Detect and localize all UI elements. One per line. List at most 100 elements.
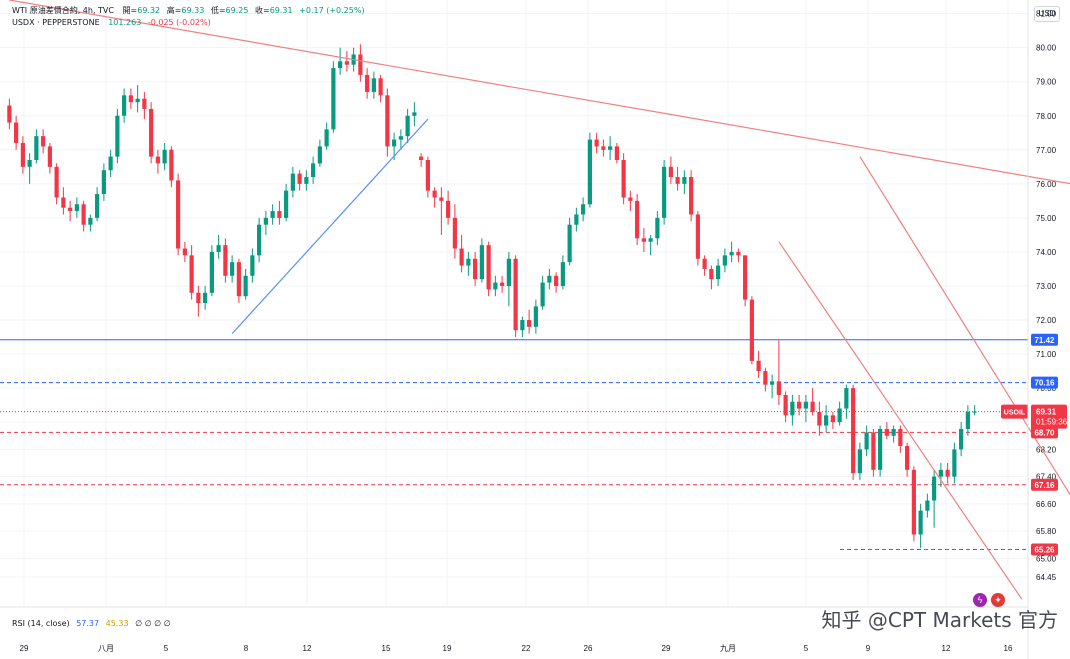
trendline-down[interactable] [9, 0, 1070, 197]
candle-body [554, 275, 559, 286]
candle-body [560, 262, 565, 286]
candle-body [668, 166, 673, 178]
candle-body [574, 214, 579, 225]
trendline-channel[interactable] [778, 241, 1023, 600]
candle-body [250, 255, 255, 276]
candle-body [432, 190, 437, 198]
candle-body [459, 248, 464, 266]
candle-body [709, 268, 714, 280]
candle-body [142, 98, 147, 109]
countdown-text: 01:59:36 [1036, 418, 1068, 427]
candle-body [101, 170, 106, 195]
candle-body [412, 112, 417, 116]
candle-body [439, 197, 444, 201]
level-tag [1031, 543, 1058, 556]
candle-body [54, 166, 59, 198]
candle-body [682, 177, 687, 184]
candle-body [938, 469, 943, 477]
candle-body [149, 108, 154, 157]
y-tick-label: 64.45 [1036, 573, 1057, 582]
candle-body [425, 160, 430, 191]
x-tick-label: 5 [804, 644, 809, 653]
candle-body [898, 428, 903, 446]
level-tag-text: 67.16 [1034, 481, 1055, 490]
x-tick-label: 15 [382, 644, 391, 653]
rsi-value: 57.37 [76, 619, 100, 628]
candle-body [398, 136, 403, 140]
candle-body [972, 411, 977, 413]
candle-body [34, 136, 39, 161]
candle-body [689, 177, 694, 215]
candle-body [243, 275, 248, 297]
high-label: 高= [166, 6, 182, 15]
candle-body [338, 61, 343, 69]
level-tag [1031, 478, 1058, 491]
candle-body [817, 411, 822, 426]
y-tick-label: 78.00 [1036, 112, 1057, 121]
candle-body [88, 217, 93, 225]
candle-body [662, 166, 667, 218]
low-label: 低= [210, 6, 226, 15]
trendline-channel[interactable] [859, 156, 1070, 504]
candle-body [257, 224, 262, 256]
candle-body [641, 238, 646, 242]
candle-body [14, 122, 19, 143]
candle-body [223, 245, 228, 276]
rsi-label[interactable]: RSI (14, close) [12, 619, 70, 628]
candle-body [763, 371, 768, 385]
trendline-up[interactable] [231, 118, 429, 335]
candle-body [797, 401, 802, 409]
candle-body [230, 262, 235, 276]
last-price-tag [1031, 404, 1067, 429]
low-value: 69.25 [225, 6, 249, 15]
candle-body [803, 401, 808, 409]
candle-body [419, 156, 424, 161]
lightning-icon[interactable]: ϟ [973, 593, 987, 607]
us-flag-icon[interactable]: ✦ [991, 593, 1005, 607]
level-tag-text: 70.16 [1034, 379, 1055, 388]
y-tick-label: 65.80 [1036, 527, 1057, 536]
trendlines[interactable] [9, 0, 1070, 600]
close-value: 69.31 [269, 6, 293, 15]
y-tick-label: 68.20 [1036, 445, 1057, 454]
candle-body [162, 149, 167, 164]
candle-body [74, 204, 79, 212]
candle-body [743, 255, 748, 300]
high-value: 69.33 [181, 6, 205, 15]
y-tick-label: 73.00 [1036, 282, 1057, 291]
candle-body [527, 320, 532, 327]
y-tick-label: 72.00 [1036, 316, 1057, 325]
currency-button[interactable]: USD [1034, 6, 1060, 22]
candle-body [128, 95, 133, 103]
candle-body [594, 139, 599, 147]
y-tick-label: 79.00 [1036, 78, 1057, 87]
x-axis: 29 八月 5 8 12 15 19 22 26 29 九月 5 9 12 16 [20, 644, 1013, 653]
candle-body [176, 180, 181, 249]
symbol-tag-text: USOIL [1004, 410, 1026, 417]
candle-body [344, 61, 349, 65]
candle-body [824, 415, 829, 426]
candle-body [925, 500, 930, 511]
candle-body [81, 204, 86, 225]
symbol-line[interactable]: WTI 原油差價合約, 4h, TVC [12, 6, 114, 15]
candle-body [810, 401, 815, 412]
candle-body [952, 449, 957, 477]
candle-body [702, 258, 707, 269]
candle-body [135, 98, 140, 103]
candle-body [695, 214, 700, 259]
candle-body [722, 255, 727, 266]
candle-body [68, 207, 73, 212]
candle-body [547, 275, 552, 283]
rsi-legend: RSI (14, close) 57.37 45.33 ∅ ∅ ∅ ∅ [12, 619, 171, 628]
y-tick-label: 80.00 [1036, 44, 1057, 53]
candle-body [155, 156, 160, 164]
candle-body [236, 262, 241, 297]
candle-body [884, 428, 889, 436]
candle-body [581, 204, 586, 215]
candle-body [324, 129, 329, 147]
y-tick-label: 67.40 [1036, 473, 1057, 482]
candle-body [648, 238, 653, 242]
compare-symbol[interactable]: USDX · PEPPERSTONE [12, 18, 100, 27]
candle-body [115, 115, 120, 157]
